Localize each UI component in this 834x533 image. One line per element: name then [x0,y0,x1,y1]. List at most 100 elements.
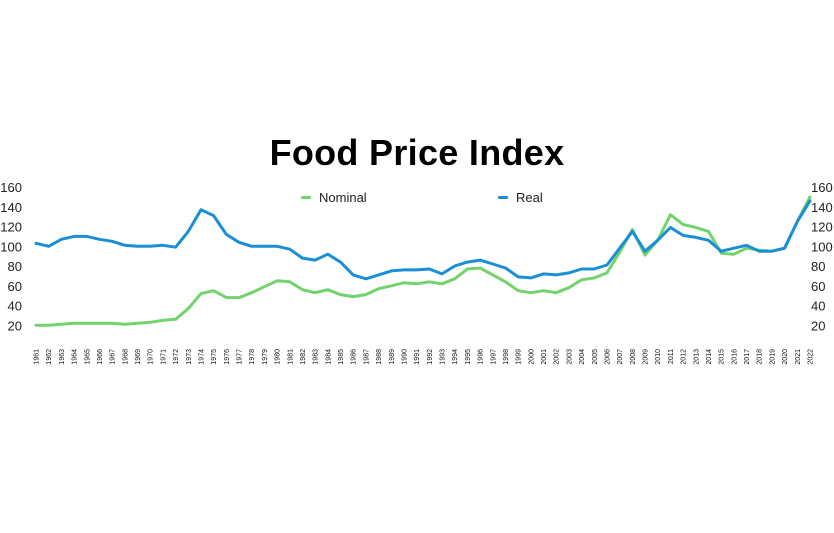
data-point-nominal-2016 [733,253,735,255]
x-tick-2009: 2009 [643,349,650,365]
x-tick-1962: 1962 [46,349,53,365]
data-point-real-2015 [720,250,722,252]
data-point-real-1972 [174,246,176,248]
data-point-real-1992 [428,268,430,270]
data-point-real-1963 [60,238,62,240]
data-point-nominal-2002 [555,292,557,294]
x-tick-2010: 2010 [655,349,662,365]
data-point-nominal-1961 [35,324,37,326]
x-tick-2022: 2022 [808,349,815,365]
data-point-nominal-1975 [212,290,214,292]
data-point-real-2022 [809,200,811,202]
data-point-real-2004 [580,268,582,270]
data-point-nominal-1977 [238,296,240,298]
x-tick-1979: 1979 [262,349,269,365]
data-point-nominal-2011 [669,214,671,216]
x-tick-1975: 1975 [211,349,218,365]
data-point-real-1988 [377,274,379,276]
y-tick-left-120: 120 [0,220,22,235]
data-point-real-1980 [276,245,278,247]
x-tick-1968: 1968 [122,349,129,365]
x-tick-2008: 2008 [630,349,637,365]
data-point-nominal-1984 [327,289,329,291]
y-tick-left-80: 80 [8,259,22,274]
x-tick-1972: 1972 [173,349,180,365]
data-point-real-1981 [289,248,291,250]
data-point-nominal-1965 [86,322,88,324]
x-tick-1967: 1967 [110,349,117,365]
x-tick-1984: 1984 [325,349,332,365]
data-point-nominal-1993 [441,283,443,285]
x-tick-2012: 2012 [681,349,688,365]
x-tick-2002: 2002 [554,349,561,365]
data-point-real-1969 [136,245,138,247]
x-tick-1997: 1997 [490,349,497,365]
data-point-real-2008 [631,230,633,232]
x-tick-1987: 1987 [363,349,370,365]
data-point-nominal-1974 [200,292,202,294]
data-point-real-2021 [796,220,798,222]
data-point-real-2007 [619,247,621,249]
data-point-nominal-1971 [162,319,164,321]
y-tick-left-60: 60 [8,279,22,294]
x-tick-2011: 2011 [668,349,675,364]
data-point-nominal-1980 [276,280,278,282]
data-point-real-1979 [263,245,265,247]
y-tick-right-160: 160 [811,180,833,195]
data-point-real-2017 [745,244,747,246]
data-point-nominal-1979 [263,286,265,288]
data-point-nominal-1966 [98,322,100,324]
x-tick-1964: 1964 [72,349,79,365]
data-point-nominal-2014 [707,230,709,232]
data-point-nominal-2005 [593,277,595,279]
data-point-nominal-1999 [517,290,519,292]
y-axis-left: 20 40 60 80 100 120 140 160 [0,180,22,333]
x-tick-2016: 2016 [731,349,738,365]
x-tick-2021: 2021 [795,349,802,365]
data-point-nominal-1991 [416,283,418,285]
y-tick-right-120: 120 [811,220,833,235]
data-point-real-1990 [403,269,405,271]
legend-label-real: Real [516,190,543,205]
y-tick-right-20: 20 [811,318,825,333]
data-point-nominal-1986 [352,295,354,297]
data-point-real-1971 [162,244,164,246]
data-point-real-1978 [251,245,253,247]
x-tick-1994: 1994 [452,349,459,365]
x-axis-ticks: 1961 1962 1963 1964 1965 1966 1967 1968 1969 1970… [34,349,815,365]
data-point-real-1961 [35,242,37,244]
data-point-nominal-1976 [225,296,227,298]
data-point-real-2011 [669,226,671,228]
data-point-real-2014 [707,239,709,241]
data-point-real-1967 [111,240,113,242]
x-tick-2003: 2003 [566,349,573,365]
data-point-nominal-2003 [568,287,570,289]
x-tick-1983: 1983 [313,349,320,365]
data-point-real-1983 [314,259,316,261]
data-point-nominal-1967 [111,322,113,324]
data-point-nominal-1964 [73,322,75,324]
data-point-real-2000 [530,277,532,279]
data-point-nominal-1982 [301,289,303,291]
y-tick-right-60: 60 [811,279,825,294]
data-point-nominal-1988 [377,288,379,290]
series-nominal [34,195,812,327]
data-point-real-2003 [568,272,570,274]
data-point-real-1973 [187,230,189,232]
series-line-real [34,199,812,281]
data-point-nominal-2012 [682,223,684,225]
y-tick-left-20: 20 [8,318,22,333]
y-tick-left-140: 140 [0,200,22,215]
x-tick-1995: 1995 [465,349,472,365]
data-point-nominal-1985 [339,293,341,295]
x-tick-1971: 1971 [160,349,167,365]
x-tick-2013: 2013 [693,349,700,365]
data-point-real-1968 [124,244,126,246]
data-point-real-2018 [758,250,760,252]
data-point-real-2009 [644,250,646,252]
data-point-nominal-1981 [289,281,291,283]
data-point-nominal-1987 [365,293,367,295]
data-point-nominal-1983 [314,292,316,294]
data-point-real-2006 [606,264,608,266]
x-tick-1990: 1990 [401,349,408,365]
